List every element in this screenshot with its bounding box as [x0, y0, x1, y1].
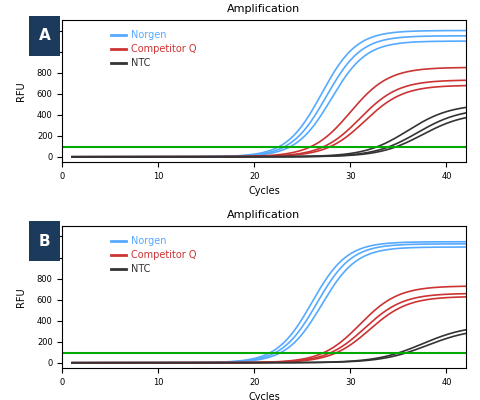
- Legend: Norgen, Competitor Q, NTC: Norgen, Competitor Q, NTC: [108, 232, 200, 278]
- Legend: Norgen, Competitor Q, NTC: Norgen, Competitor Q, NTC: [108, 26, 200, 72]
- Y-axis label: RFU: RFU: [16, 287, 26, 307]
- Text: A: A: [38, 28, 50, 43]
- Y-axis label: RFU: RFU: [16, 81, 26, 101]
- Title: Amplification: Amplification: [228, 210, 300, 220]
- X-axis label: Cycles: Cycles: [248, 392, 280, 400]
- Title: Amplification: Amplification: [228, 4, 300, 14]
- X-axis label: Cycles: Cycles: [248, 186, 280, 196]
- Text: B: B: [38, 234, 50, 249]
